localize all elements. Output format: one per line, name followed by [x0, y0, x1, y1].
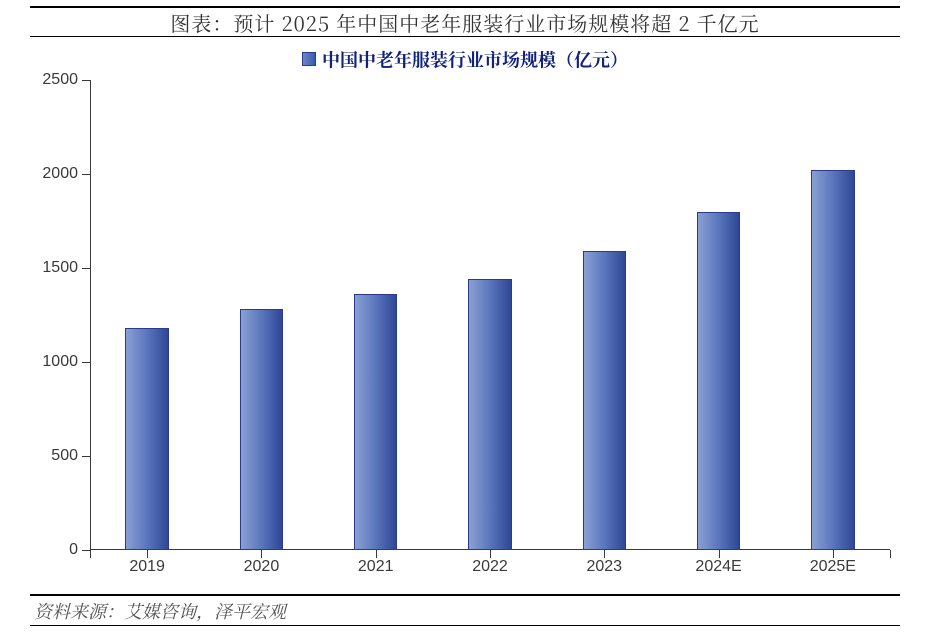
legend-label: 中国中老年服装行业市场规模（亿元） [322, 46, 628, 72]
x-tick-label: 2025E [810, 558, 856, 576]
source-label: 资料来源：艾媒咨询，泽平宏观 [34, 598, 286, 624]
bar [468, 279, 511, 550]
x-tick [719, 550, 720, 558]
chart-title: 图表：预计 2025 年中国中老年服装行业市场规模将超 2 千亿元 [0, 8, 930, 37]
legend: 中国中老年服装行业市场规模（亿元） [0, 44, 930, 72]
x-tick-label: 2021 [358, 558, 394, 576]
x-tick [376, 550, 377, 558]
x-tick-label: 2019 [129, 558, 165, 576]
y-tick-label: 1500 [42, 259, 78, 277]
x-tick [833, 550, 834, 558]
y-axis [90, 80, 91, 550]
x-tick [490, 550, 491, 558]
x-tick [147, 550, 148, 558]
bar [240, 309, 283, 550]
y-tick [82, 80, 90, 81]
x-tick [90, 550, 91, 558]
bar [125, 328, 168, 550]
plot-area: 0500100015002000250020192020202120222023… [90, 80, 890, 550]
x-tick [604, 550, 605, 558]
y-tick [82, 550, 90, 551]
bar [811, 170, 854, 550]
bottom-rule [30, 625, 900, 626]
under-title-rule [30, 36, 900, 37]
y-tick-label: 2000 [42, 165, 78, 183]
figure-container: 图表：预计 2025 年中国中老年服装行业市场规模将超 2 千亿元 中国中老年服… [0, 0, 930, 636]
bar [583, 251, 626, 550]
x-tick-label: 2023 [586, 558, 622, 576]
x-tick [890, 550, 891, 558]
y-tick-label: 2500 [42, 71, 78, 89]
x-tick-label: 2024E [695, 558, 741, 576]
y-tick-label: 0 [69, 541, 78, 559]
above-source-rule [30, 594, 900, 596]
y-tick [82, 268, 90, 269]
bar [697, 212, 740, 550]
y-tick-label: 1000 [42, 353, 78, 371]
x-tick-label: 2022 [472, 558, 508, 576]
bar [354, 294, 397, 550]
x-tick [261, 550, 262, 558]
y-tick [82, 456, 90, 457]
x-tick-label: 2020 [244, 558, 280, 576]
y-tick [82, 174, 90, 175]
y-tick-label: 500 [51, 447, 78, 465]
y-tick [82, 362, 90, 363]
legend-swatch-icon [302, 52, 316, 66]
